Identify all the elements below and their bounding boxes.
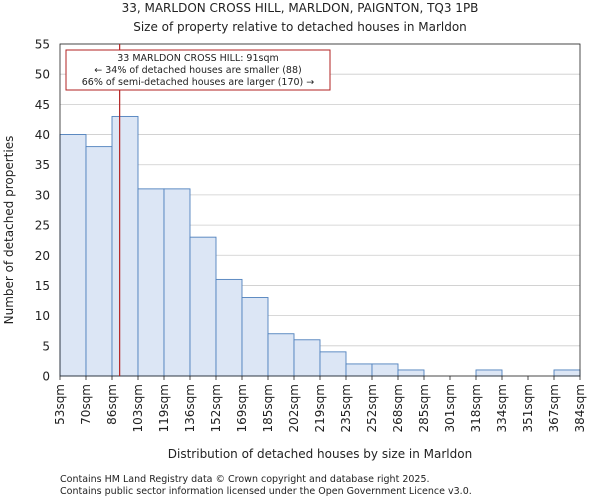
x-tick-label: 152sqm — [209, 384, 223, 432]
y-tick-label: 40 — [35, 128, 50, 142]
annotation-line-1: 33 MARLDON CROSS HILL: 91sqm — [117, 53, 278, 64]
x-axis-ticks: 53sqm 70sqm 86sqm 103sqm 119sqm 136sqm 152sqm 1… — [53, 376, 587, 432]
plot-frame — [59, 43, 581, 377]
histogram-bar — [137, 188, 165, 377]
y-tick-label: 5 — [42, 339, 50, 353]
y-tick-label: 30 — [35, 188, 50, 202]
annotation-box: 33 MARLDON CROSS HILL: 91sqm ← 34% of de… — [65, 49, 331, 91]
histogram-bar — [163, 188, 191, 377]
histogram-bar — [293, 339, 321, 377]
footer-line-2: Contains public sector information licen… — [60, 486, 472, 497]
y-tick-label: 15 — [35, 279, 50, 293]
y-tick-label: 10 — [35, 309, 50, 323]
x-tick-label: 53sqm — [53, 384, 67, 425]
y-tick-label: 50 — [35, 68, 50, 82]
x-tick-label: 86sqm — [105, 384, 119, 425]
x-tick-label: 367sqm — [547, 384, 561, 432]
x-tick-label: 219sqm — [313, 384, 327, 432]
y-tick-label: 45 — [35, 98, 50, 112]
bars-group — [59, 115, 581, 377]
x-axis-label: Distribution of detached houses by size … — [168, 447, 472, 461]
y-tick-label: 20 — [35, 249, 50, 263]
x-tick-label: 268sqm — [391, 384, 405, 432]
x-tick-label: 185sqm — [261, 384, 275, 432]
x-tick-label: 103sqm — [131, 384, 145, 432]
x-tick-label: 119sqm — [157, 384, 171, 432]
x-tick-label: 202sqm — [287, 384, 301, 432]
histogram-bar — [189, 236, 217, 377]
x-tick-label: 169sqm — [235, 384, 249, 432]
y-tick-label: 0 — [42, 370, 50, 384]
x-tick-label: 70sqm — [79, 384, 93, 425]
histogram-bar — [241, 297, 269, 377]
y-tick-label: 35 — [35, 158, 50, 172]
y-tick-label: 25 — [35, 219, 50, 233]
chart-subtitle: Size of property relative to detached ho… — [133, 20, 467, 34]
x-tick-label: 351sqm — [521, 384, 535, 432]
histogram-bar — [215, 278, 243, 377]
y-axis-label: Number of detached properties — [2, 136, 16, 325]
histogram-bar — [371, 363, 399, 377]
histogram-bar — [319, 351, 347, 377]
y-tick-label: 55 — [35, 38, 50, 52]
annotation-line-3: 66% of semi-detached houses are larger (… — [82, 77, 315, 88]
histogram-bar — [85, 146, 113, 377]
x-tick-label: 285sqm — [417, 384, 431, 432]
x-tick-label: 334sqm — [495, 384, 509, 432]
histogram-bar — [553, 369, 581, 377]
annotation-frame — [65, 49, 331, 91]
histogram-bar — [475, 369, 503, 377]
histogram-bar — [111, 115, 139, 377]
histogram-bar — [345, 363, 373, 377]
x-tick-label: 252sqm — [365, 384, 379, 432]
x-tick-label: 318sqm — [469, 384, 483, 432]
histogram-bar — [267, 333, 295, 377]
annotation-line-2: ← 34% of detached houses are smaller (88… — [94, 65, 301, 76]
x-tick-label: 301sqm — [443, 384, 457, 432]
chart-title: 33, MARLDON CROSS HILL, MARLDON, PAIGNTO… — [122, 1, 479, 15]
histogram-bar — [59, 134, 87, 377]
x-tick-label: 136sqm — [183, 384, 197, 432]
y-axis-ticks: 0 5 10 15 20 25 30 35 40 45 50 55 — [35, 38, 50, 384]
x-tick-label: 235sqm — [339, 384, 353, 432]
histogram-bar — [397, 369, 425, 377]
x-tick-label: 384sqm — [573, 384, 587, 432]
footer-line-1: Contains HM Land Registry data © Crown c… — [60, 474, 430, 485]
